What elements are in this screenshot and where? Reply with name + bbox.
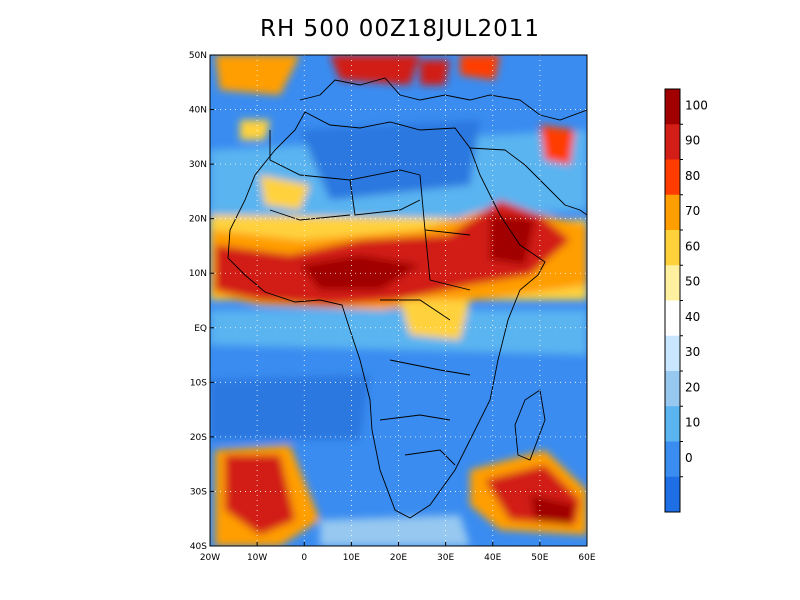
- europe-coastline: [299, 77, 587, 121]
- patch-balkans: [420, 60, 450, 85]
- colorbar-swatch: [665, 406, 680, 442]
- africa-coastline: [227, 111, 546, 519]
- storm-se-peak: [530, 495, 575, 525]
- lat-tick-label: 40S: [190, 542, 207, 552]
- lon-tick-label: 40E: [484, 553, 501, 563]
- lat-tick-label: 10S: [190, 378, 207, 388]
- colorbar-swatch: [665, 371, 680, 407]
- patch-mideast: [540, 125, 575, 165]
- colorbar-swatch: [665, 300, 680, 337]
- map-axes: 20W 10W 0 10E 20E 30E 40E 50E 60E 50N 40N 30N 20N 10N…: [189, 51, 596, 563]
- dry-sahara: [300, 120, 480, 200]
- colorbar-swatch: [665, 159, 680, 196]
- lat-tick-label: 50N: [189, 51, 207, 61]
- patch-europe: [330, 55, 420, 85]
- colorbar-swatch: [665, 89, 680, 125]
- colorbar-swatch: [665, 194, 680, 231]
- colorbar-tick-label: 80: [685, 169, 700, 183]
- colorbar-tick-label: 70: [685, 204, 700, 218]
- lat-tick-label: 40N: [189, 106, 207, 116]
- band-south: [320, 515, 470, 546]
- colorbar-swatch: [665, 441, 680, 478]
- lat-tick-label: 10N: [189, 269, 207, 279]
- colorbar-tick-label: 30: [685, 345, 700, 359]
- colorbar-swatch: [665, 124, 680, 160]
- lon-tick-label: 10E: [343, 553, 360, 563]
- lon-tick-label: 0: [301, 553, 307, 563]
- lon-tick-label: 20E: [390, 553, 407, 563]
- lat-tick-label: EQ: [194, 324, 207, 334]
- lon-tick-label: 60E: [578, 553, 595, 563]
- colorbar-tick-label: 0: [685, 451, 693, 465]
- colorbar-tick-label: 50: [685, 275, 700, 289]
- colorbar-tick-label: 40: [685, 310, 700, 324]
- lat-tick-label: 20S: [190, 433, 207, 443]
- colorbar-swatch: [665, 265, 680, 301]
- patch-sahel-nw: [260, 175, 310, 210]
- lon-tick-label: 10W: [247, 553, 267, 563]
- patch-black-sea: [460, 55, 500, 80]
- colorbar-tick-label: 100: [685, 98, 708, 112]
- dry-south-atlantic: [210, 375, 370, 440]
- itcz-peak-east: [490, 215, 535, 265]
- map-title: RH 500 00Z18JUL2011: [259, 16, 541, 42]
- colorbar-tick-label: 60: [685, 239, 700, 253]
- lon-tick-label: 20W: [200, 553, 220, 563]
- lon-tick-label: 50E: [531, 553, 548, 563]
- colorbar-tick-label: 10: [685, 416, 700, 430]
- colorbar-tick-label: 20: [685, 380, 700, 394]
- colorbar-swatch: [665, 476, 680, 513]
- itcz-peak-west: [300, 255, 420, 290]
- country-borders: [269, 130, 471, 466]
- arabia-coastline: [469, 147, 587, 216]
- itcz-core: [215, 200, 570, 305]
- band-equatorial: [210, 310, 587, 355]
- lat-tick-label: 30N: [189, 160, 207, 170]
- lat-tick-label: 30S: [190, 487, 207, 497]
- lat-tick-label: 20N: [189, 215, 207, 225]
- map-gridlines: [210, 55, 587, 546]
- patch-atlantic: [240, 120, 270, 140]
- colorbar-tick-label: 90: [685, 134, 700, 148]
- colorbar-swatch: [665, 230, 680, 266]
- lon-tick-label: 30E: [437, 553, 454, 563]
- congo-moist: [400, 300, 470, 340]
- storm-sw-core: [225, 455, 295, 535]
- colorbar-swatch: [665, 335, 680, 372]
